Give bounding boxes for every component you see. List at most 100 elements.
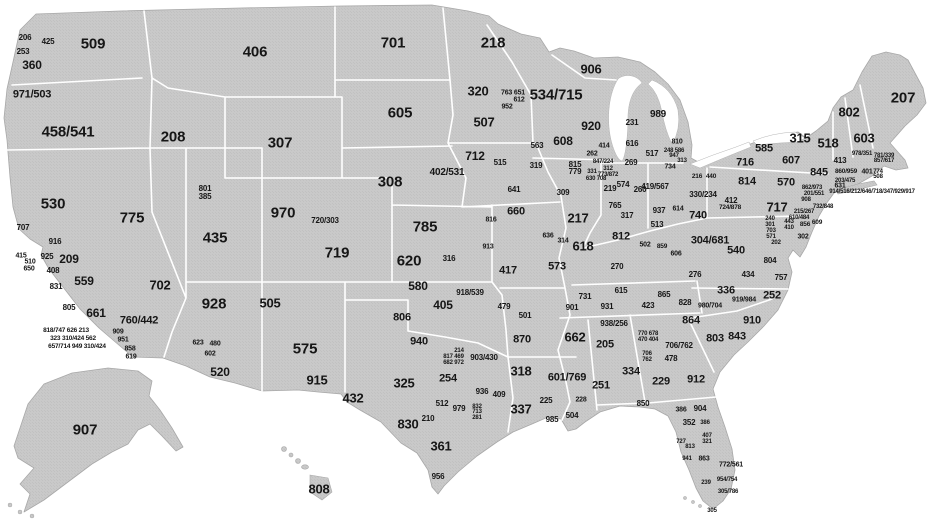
area-code-label: 308 xyxy=(377,173,403,191)
area-code-label: 214 xyxy=(454,348,464,354)
area-code-label: 510 xyxy=(24,258,36,266)
area-code-label: 331 xyxy=(587,169,597,175)
area-code-label: 517 xyxy=(645,149,659,158)
area-code-label: 505 xyxy=(259,295,281,311)
area-code-label: 312 xyxy=(603,166,613,172)
area-code-label: 631 xyxy=(834,182,846,190)
area-code-label: 910 xyxy=(743,314,761,327)
area-code-label: 410 xyxy=(784,225,794,231)
area-code-label: 773/872 xyxy=(597,172,619,178)
area-code-label: 909 xyxy=(112,328,124,336)
area-code-label: 515 xyxy=(493,158,507,167)
great-lakes xyxy=(608,75,806,169)
area-code-label: 575 xyxy=(292,340,318,358)
area-code-label: 402/531 xyxy=(429,167,465,178)
area-code-label: 609 xyxy=(811,218,823,226)
area-code-label: 772/561 xyxy=(719,461,743,469)
area-code-label: 320 xyxy=(467,83,489,99)
area-code-label: 806 xyxy=(393,311,411,324)
area-code-label: 620 xyxy=(396,252,422,270)
area-code-label: 218 xyxy=(480,34,506,52)
alaska-landmass xyxy=(13,367,184,513)
area-code-label: 828 xyxy=(678,298,692,307)
area-code-label: 540 xyxy=(727,244,745,257)
area-code-label: 762 xyxy=(642,357,652,363)
area-code-label: 309 xyxy=(556,188,570,197)
area-code-label: 434 xyxy=(741,270,755,279)
area-code-label: 252 xyxy=(763,289,781,302)
area-code-label: 217 xyxy=(567,210,589,226)
area-code-label: 831 xyxy=(49,282,63,291)
area-code-label: 859 xyxy=(656,242,668,250)
area-code-label: 501 xyxy=(518,311,532,320)
area-code-label: 432 xyxy=(342,390,364,406)
area-code-label: 920 xyxy=(581,119,601,133)
area-code-label: 818/747 626 213 xyxy=(43,326,89,334)
state-borders xyxy=(6,6,874,433)
area-code-label: 248 586 xyxy=(663,148,685,154)
area-code-label: 978/351 xyxy=(851,151,873,157)
area-code-label: 530 xyxy=(40,195,66,213)
area-code-label: 954/754 xyxy=(716,477,738,483)
area-code-label: 281 xyxy=(472,415,482,421)
area-code-label: 209 xyxy=(59,252,79,266)
area-code-label: 254 xyxy=(439,372,457,385)
area-code-label: 805 xyxy=(62,303,76,312)
area-code-label: 832 xyxy=(472,404,482,410)
area-code-label: 623 xyxy=(192,339,204,347)
area-code-label: 385 xyxy=(198,192,212,201)
area-code-label: 458/541 xyxy=(41,123,95,141)
area-code-label: 219 xyxy=(603,184,617,193)
area-code-label: 386 xyxy=(700,420,710,426)
area-code-label: 202 xyxy=(771,240,781,246)
area-code-label: 937 xyxy=(652,206,666,215)
area-code-label: 802 xyxy=(838,104,860,120)
area-code-label: 574 xyxy=(616,180,630,189)
area-code-label: 919/984 xyxy=(732,296,756,304)
area-code-label: 989 xyxy=(649,109,667,120)
area-code-label: 847/224 xyxy=(592,159,614,165)
area-code-label: 701 xyxy=(380,34,406,52)
area-code-label: 947 xyxy=(669,153,679,159)
area-code-label: 779 xyxy=(568,167,582,176)
area-code-label: 817 xyxy=(443,354,453,360)
area-code-label: 972 xyxy=(454,360,464,366)
area-code-label: 573 xyxy=(548,260,566,273)
area-code-label: 240 xyxy=(765,216,775,222)
area-code-label: 952 xyxy=(501,103,513,111)
area-code-label: 580 xyxy=(408,279,428,293)
area-code-label: 559 xyxy=(74,274,94,288)
area-code-label: 864 xyxy=(682,314,700,327)
area-code-label: 520 xyxy=(210,365,230,379)
area-code-label: 908 xyxy=(801,197,811,203)
area-code-label: 228 xyxy=(575,396,587,404)
conus-landmass xyxy=(3,4,927,510)
area-code-label: 443 xyxy=(784,219,794,225)
area-code-label: 650 xyxy=(23,265,35,273)
area-code-label: 513 xyxy=(650,220,664,229)
area-code-label: 915 xyxy=(306,372,328,388)
area-code-label: 706/762 xyxy=(665,341,693,350)
area-code-label: 330/234 xyxy=(689,190,717,199)
area-code-label: 315 xyxy=(789,130,811,146)
area-code-label: 215/267 xyxy=(793,209,815,215)
area-code-label: 734 xyxy=(664,163,676,171)
area-code-label: 440 xyxy=(705,172,717,180)
area-code-label: 260 xyxy=(633,185,647,194)
area-code-label: 856 xyxy=(799,220,811,228)
area-code-label: 225 xyxy=(539,396,553,405)
area-code-label: 612 xyxy=(513,96,525,104)
area-code-label: 337 xyxy=(510,401,532,417)
area-code-label: 317 xyxy=(620,211,634,220)
area-code-label: 470 404 xyxy=(637,337,659,343)
area-code-label: 269 xyxy=(624,158,638,167)
area-code-label: 608 xyxy=(553,134,573,148)
area-code-label: 406 xyxy=(242,43,268,61)
area-code-label: 603 xyxy=(853,130,875,146)
area-code-label: 814 xyxy=(738,175,756,188)
area-code-label: 712 xyxy=(465,149,485,163)
area-code-label: 253 xyxy=(16,47,30,56)
area-code-label: 660 xyxy=(507,205,525,218)
area-code-label: 571 xyxy=(766,234,776,240)
